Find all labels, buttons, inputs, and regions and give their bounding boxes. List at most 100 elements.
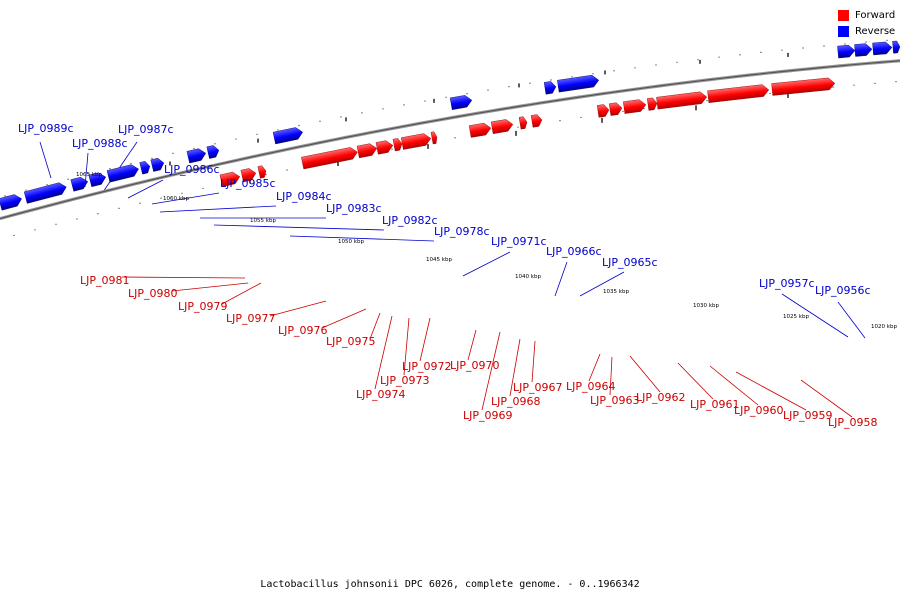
reverse-gene-arrow [854, 43, 873, 57]
forward-gene-label: LJP_0976 [278, 324, 328, 337]
legend-item-reverse: Reverse [838, 24, 895, 39]
legend-label-forward: Forward [855, 10, 896, 21]
reverse-gene-arrow [88, 172, 107, 188]
forward-gene-label: LJP_0959 [783, 409, 833, 422]
forward-gene-label: LJP_0981 [80, 274, 130, 287]
forward-gene-label: LJP_0974 [356, 388, 406, 401]
forward-gene-arrow [356, 143, 378, 159]
kbp-scale-label: 1050 kbp [338, 239, 364, 245]
reverse-leader-line [39, 141, 52, 179]
forward-gene-label: LJP_0973 [380, 374, 430, 387]
forward-gene-arrow [656, 91, 708, 110]
forward-gene-label: LJP_0964 [566, 380, 616, 393]
legend-label-reverse: Reverse [855, 26, 896, 37]
forward-gene-label: LJP_0977 [226, 312, 276, 325]
reverse-gene-arrow [872, 41, 893, 56]
reverse-gene-label: LJP_0978c [434, 225, 490, 238]
forward-gene-arrow [596, 104, 610, 118]
forward-leader-line [588, 353, 601, 382]
legend: Forward Reverse [838, 8, 895, 40]
forward-leader-line [374, 315, 393, 390]
forward-leader-line [321, 308, 367, 329]
reverse-gene-label: LJP_0989c [18, 122, 74, 135]
reverse-leader-line [127, 179, 164, 199]
kbp-scale-label: 1040 kbp [515, 274, 541, 280]
forward-gene-label: LJP_0967 [513, 381, 563, 394]
genome-backbone [0, 59, 900, 221]
forward-gene-label: LJP_0963 [590, 394, 640, 407]
forward-gene-label: LJP_0975 [326, 335, 376, 348]
forward-leader-line [369, 312, 381, 340]
reverse-gene-label: LJP_0983c [326, 202, 382, 215]
forward-gene-label: LJP_0972 [402, 360, 452, 373]
forward-gene-label: LJP_0958 [828, 416, 878, 429]
forward-leader-line [481, 331, 501, 411]
forward-gene-label: LJP_0979 [178, 300, 228, 313]
forward-gene-label: LJP_0968 [491, 395, 541, 408]
reverse-gene-arrow [206, 145, 220, 159]
reverse-gene-arrow [70, 176, 89, 192]
reverse-gene-arrow [139, 161, 151, 175]
kbp-scale-label: 1025 kbp [783, 314, 809, 320]
legend-item-forward: Forward [838, 8, 895, 23]
kbp-scale-label: 1060 kbp [163, 196, 189, 202]
forward-gene-arrow [518, 116, 528, 130]
forward-gene-arrow [490, 119, 514, 134]
kbp-scale-label: 1035 kbp [603, 289, 629, 295]
genome-caption: Lactobacillus johnsonii DPC 6026, comple… [260, 579, 640, 590]
reverse-gene-label: LJP_0957c [759, 277, 815, 290]
forward-gene-arrow [400, 133, 432, 150]
forward-leader-line [509, 338, 521, 397]
reverse-gene-label: LJP_0986c [164, 163, 220, 176]
reverse-swatch [838, 26, 849, 37]
reverse-leader-line [102, 141, 138, 193]
kbp-scale-label: 1020 kbp [871, 324, 897, 330]
reverse-gene-arrow [150, 157, 165, 172]
reverse-leader-line [213, 224, 385, 231]
reverse-gene-arrow [557, 74, 600, 93]
forward-gene-arrow [301, 147, 358, 170]
reverse-gene-arrow [837, 44, 856, 59]
forward-gene-arrow [609, 102, 623, 116]
forward-gene-arrow [375, 140, 394, 155]
reverse-leader-line [151, 192, 220, 205]
kbp-scale-label: 1065 kbp [76, 172, 102, 178]
kbp-scale-label: 1030 kbp [693, 303, 719, 309]
reverse-leader-line [159, 205, 277, 213]
forward-gene-arrow [240, 168, 257, 183]
forward-leader-line [467, 329, 477, 361]
forward-gene-arrow [468, 122, 492, 138]
forward-leader-line [171, 282, 249, 292]
forward-gene-arrow [530, 114, 543, 128]
forward-gene-arrow [219, 171, 241, 187]
reverse-leader-line [554, 261, 568, 297]
forward-gene-label: LJP_0960 [734, 404, 784, 417]
forward-leader-line [269, 300, 327, 317]
forward-gene-arrow [647, 97, 658, 111]
reverse-gene-label: LJP_0985c [220, 177, 276, 190]
reverse-gene-arrow [272, 127, 303, 145]
reverse-gene-label: LJP_0982c [382, 214, 438, 227]
genome-backbone-line [0, 60, 900, 220]
reverse-gene-label: LJP_0965c [602, 256, 658, 269]
forward-leader-line [531, 340, 536, 383]
reverse-gene-arrow [543, 81, 557, 95]
reverse-leader-line [289, 235, 435, 242]
forward-leader-line [419, 317, 431, 362]
reverse-gene-arrow [186, 148, 207, 164]
reverse-leader-line [781, 293, 849, 338]
forward-leader-line [403, 317, 410, 376]
forward-leader-line [629, 355, 661, 393]
forward-leader-line [709, 365, 759, 406]
forward-gene-label: LJP_0961 [690, 398, 740, 411]
reverse-leader-line [837, 301, 866, 339]
kbp-scale-label: 1045 kbp [426, 257, 452, 263]
kbp-scale-label: 1055 kbp [250, 218, 276, 224]
forward-leader-line [121, 276, 246, 279]
reverse-gene-label: LJP_0971c [491, 235, 547, 248]
forward-gene-label: LJP_0970 [450, 359, 500, 372]
forward-gene-arrow [707, 84, 770, 103]
reverse-gene-arrow [449, 95, 473, 110]
reverse-gene-label: LJP_0984c [276, 190, 332, 203]
